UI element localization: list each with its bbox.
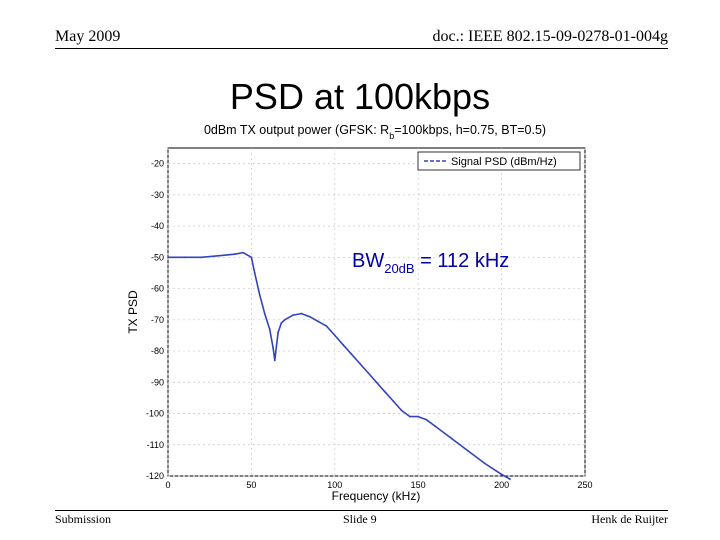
y-tick-label: -60 [151, 284, 164, 294]
psd-data-point [233, 253, 236, 256]
psd-data-point [500, 473, 503, 476]
legend: Signal PSD (dBm/Hz) [417, 151, 581, 171]
series-group [167, 251, 511, 481]
legend-box [417, 151, 581, 171]
slide-title: PSD at 100kbps [229, 76, 491, 117]
psd-data-point [273, 359, 276, 362]
y-tick-label: -20 [151, 159, 164, 169]
psd-data-point [375, 381, 378, 384]
psd-data-point [400, 409, 403, 412]
y-tick-label: -90 [151, 377, 164, 387]
psd-data-point [272, 347, 274, 349]
psd-data-point [183, 256, 186, 259]
psd-data-point [350, 353, 353, 356]
y-tick-label: -110 [147, 440, 164, 450]
x-axis-label: Frequency (kHz) [332, 489, 421, 503]
chart-title: 0dBm TX output power (GFSK: Rb=100kbps, … [204, 123, 546, 141]
psd-data-point [268, 328, 271, 331]
y-tick-label: -50 [151, 252, 164, 262]
psd-data-point [253, 272, 256, 274]
header-rule [55, 48, 668, 49]
y-tick-label: -80 [151, 346, 164, 356]
footer-submission: Submission [55, 512, 112, 526]
psd-data-point [325, 325, 328, 327]
y-tick-label: -30 [151, 190, 164, 200]
plot-frame [167, 147, 586, 477]
psd-data-point [283, 318, 286, 321]
psd-data-point [277, 331, 279, 334]
psd-data-point [317, 320, 320, 323]
x-tick-label: 200 [494, 480, 509, 490]
legend-label: Signal PSD (dBm/Hz) [451, 156, 557, 168]
psd-data-point [467, 450, 470, 452]
psd-data-point [217, 254, 219, 257]
footer-rule [55, 510, 668, 511]
footer-slide-number: Slide 9 [343, 512, 377, 526]
header-doc-id: doc.: IEEE 802.15-09-0278-01-004g [432, 28, 668, 45]
psd-data-point [509, 478, 511, 481]
psd-data-point [280, 322, 283, 324]
psd-data-point [417, 415, 420, 418]
psd-data-point [392, 400, 395, 402]
y-tick-label: -120 [146, 471, 164, 481]
x-tick-label: 150 [411, 480, 426, 490]
psd-data-point [367, 372, 370, 374]
x-tick-label: 0 [165, 480, 170, 490]
y-tick-label: -40 [151, 221, 164, 231]
y-tick-label: -100 [146, 409, 164, 419]
psd-data-point [167, 256, 169, 259]
header-date: May 2009 [55, 28, 121, 45]
psd-data-point [358, 362, 361, 365]
x-tick-label: 100 [327, 480, 342, 490]
footer-author: Henk de Ruijter [591, 512, 668, 526]
psd-data-point [250, 256, 253, 259]
psd-data-point [333, 334, 336, 337]
psd-data-point [263, 312, 266, 315]
y-tick-label: -70 [151, 315, 164, 325]
psd-data-point [383, 390, 386, 393]
psd-data-point [242, 251, 244, 254]
psd-data-point [484, 462, 486, 465]
bandwidth-annotation: BW20dB = 112 kHz [352, 250, 509, 276]
psd-data-point [308, 315, 311, 318]
y-axis-label: TX PSD [126, 290, 140, 334]
psd-data-point [300, 312, 303, 315]
psd-data-point [450, 437, 453, 440]
psd-data-point [433, 425, 436, 427]
psd-data-point [258, 293, 261, 296]
x-tick-label: 50 [246, 480, 256, 490]
psd-data-point [200, 256, 203, 259]
axis-ticks: 0 50 100 150 200 250 -20 -30 -40 -50 -60 -70 -80 -90 -… [146, 159, 593, 490]
psd-data-point [425, 418, 428, 421]
psd-data-point [292, 314, 294, 317]
x-tick-label: 250 [577, 480, 592, 490]
psd-data-point [342, 343, 345, 346]
psd-data-point [408, 415, 411, 418]
